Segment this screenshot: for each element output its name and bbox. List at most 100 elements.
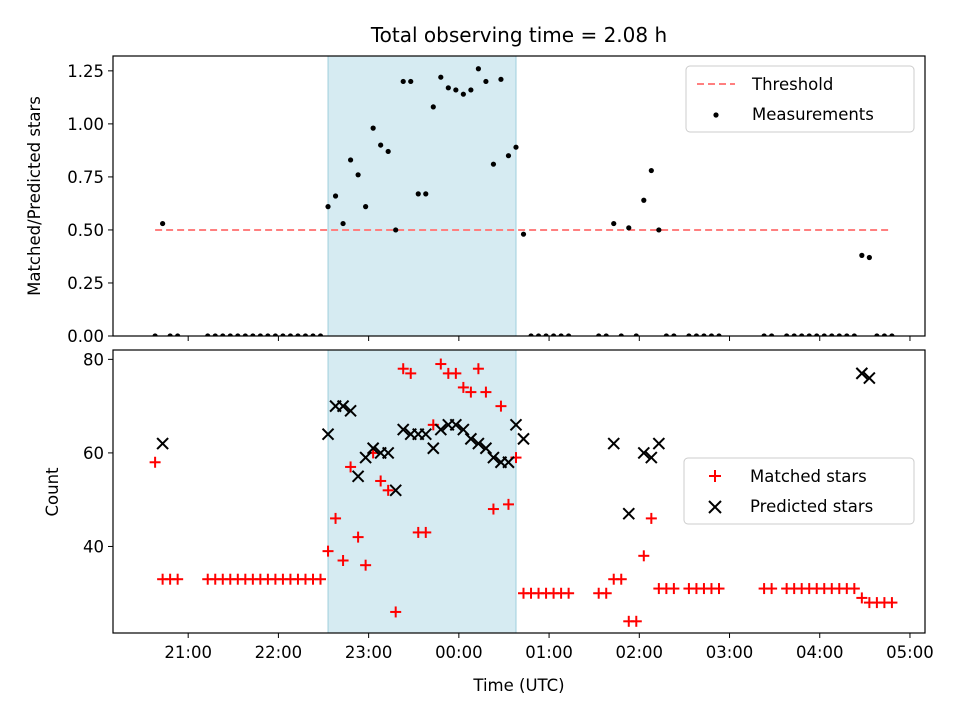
measurements-point bbox=[242, 333, 248, 336]
predicted-stars-point bbox=[336, 399, 350, 413]
x-tick-label: 05:00 bbox=[886, 643, 934, 662]
measurements-point bbox=[250, 333, 256, 336]
matched-stars-point bbox=[886, 597, 898, 609]
x-tick-label: 23:00 bbox=[345, 643, 393, 662]
top-y-tick-label: 0.75 bbox=[67, 168, 104, 187]
measurements-point bbox=[460, 91, 466, 97]
predicted-stars-point bbox=[509, 418, 523, 432]
matched-stars-point bbox=[397, 363, 409, 375]
matched-stars-point bbox=[390, 606, 402, 618]
x-tick-label: 00:00 bbox=[435, 643, 483, 662]
measurements-point bbox=[821, 333, 827, 336]
top-legend: Threshold Measurements bbox=[685, 65, 915, 133]
measurements-point bbox=[302, 333, 309, 336]
matched-stars-point bbox=[382, 484, 394, 496]
measurements-point bbox=[400, 78, 406, 85]
measurements-point bbox=[603, 333, 609, 336]
predicted-stars-point bbox=[397, 423, 410, 436]
measurements-point bbox=[528, 333, 534, 336]
measurements-point bbox=[265, 333, 271, 336]
x-tick-label: 21:00 bbox=[164, 643, 212, 662]
measurements-point bbox=[325, 204, 331, 210]
measurements-point bbox=[438, 74, 444, 80]
matched-stars-point bbox=[149, 456, 161, 468]
top-shaded-span bbox=[327, 55, 517, 337]
predicted-stars-point bbox=[472, 437, 485, 450]
measurements-point bbox=[167, 333, 173, 336]
measurements-point bbox=[611, 220, 617, 227]
measurements-point bbox=[475, 66, 481, 72]
x-tick-label: 04:00 bbox=[796, 643, 844, 662]
predicted-stars-point bbox=[351, 470, 365, 483]
top-y-tick-label: 0.50 bbox=[67, 221, 104, 240]
measurements-point bbox=[626, 225, 632, 231]
matched-stars-point bbox=[352, 531, 364, 543]
x-tick-label: 01:00 bbox=[525, 643, 573, 662]
matched-stars-point bbox=[345, 461, 357, 473]
measurements-point bbox=[769, 333, 775, 336]
measurements-point bbox=[505, 153, 512, 159]
measurements-point bbox=[347, 157, 354, 163]
measurements-point bbox=[175, 333, 181, 336]
matched-stars-point bbox=[502, 498, 514, 510]
measurements-point bbox=[220, 333, 226, 336]
matched-stars-point bbox=[322, 545, 334, 557]
measurements-point bbox=[550, 333, 557, 336]
matched-stars-point bbox=[330, 512, 342, 524]
top-y-tick-label: 0.25 bbox=[67, 274, 104, 293]
bottom-shaded-span bbox=[327, 349, 517, 634]
measurements-point bbox=[761, 333, 767, 336]
measurements-point bbox=[160, 220, 166, 227]
measurements-point bbox=[701, 333, 707, 336]
matched-stars-point bbox=[645, 512, 657, 524]
matched-stars-point bbox=[487, 503, 499, 515]
measurements-point bbox=[596, 333, 602, 336]
matched-legend-label: Matched stars bbox=[750, 467, 867, 486]
predicted-stars-point bbox=[502, 456, 515, 469]
measurements-point bbox=[566, 333, 572, 336]
measurements-point bbox=[355, 172, 361, 178]
matched-stars-point bbox=[472, 363, 484, 375]
bottom-y-axis-label: Count bbox=[43, 467, 62, 517]
measurements-point bbox=[814, 333, 820, 336]
matched-stars-point bbox=[638, 550, 650, 562]
measurements-point bbox=[415, 191, 421, 197]
measurements-point bbox=[468, 87, 474, 93]
measurements-point bbox=[535, 333, 542, 336]
measurements-point bbox=[212, 333, 218, 336]
predicted-stars-point bbox=[366, 442, 380, 455]
bottom-legend-box bbox=[683, 457, 915, 525]
matched-stars-point bbox=[766, 583, 778, 595]
matched-stars-point bbox=[450, 367, 462, 379]
measurements-point bbox=[483, 78, 489, 85]
measurements-point bbox=[332, 193, 339, 199]
predicted-stars-point bbox=[479, 442, 493, 455]
top-y-tick-label: 0.00 bbox=[67, 327, 104, 346]
measurements-point bbox=[423, 191, 429, 197]
measurements-point bbox=[385, 148, 391, 155]
measurements-point bbox=[844, 333, 850, 336]
predicted-stars-point bbox=[855, 367, 869, 380]
matched-stars-point bbox=[405, 367, 417, 379]
measurements-point bbox=[295, 333, 301, 336]
measurements-point bbox=[866, 254, 872, 261]
measurements-point bbox=[370, 125, 376, 131]
predicted-stars-point bbox=[434, 423, 448, 436]
matched-stars-point bbox=[615, 573, 627, 585]
measurements-point bbox=[272, 333, 278, 336]
top-y-tick-label: 1.25 bbox=[67, 62, 104, 81]
measurements-point bbox=[490, 161, 497, 167]
measurements-point bbox=[851, 333, 857, 336]
measurements-point bbox=[445, 85, 451, 91]
x-tick-label: 03:00 bbox=[706, 643, 754, 662]
measurements-point bbox=[799, 333, 805, 336]
measurements-point bbox=[874, 333, 880, 336]
measurements-point bbox=[363, 204, 369, 210]
measurements-legend-swatch bbox=[713, 112, 719, 118]
matched-stars-point bbox=[668, 583, 680, 595]
matched-stars-point bbox=[435, 358, 447, 370]
measurements-point bbox=[205, 333, 211, 336]
measurements-point bbox=[430, 104, 436, 110]
bottom-y-tick-label: 40 bbox=[83, 537, 104, 556]
measurements-point bbox=[836, 333, 842, 336]
